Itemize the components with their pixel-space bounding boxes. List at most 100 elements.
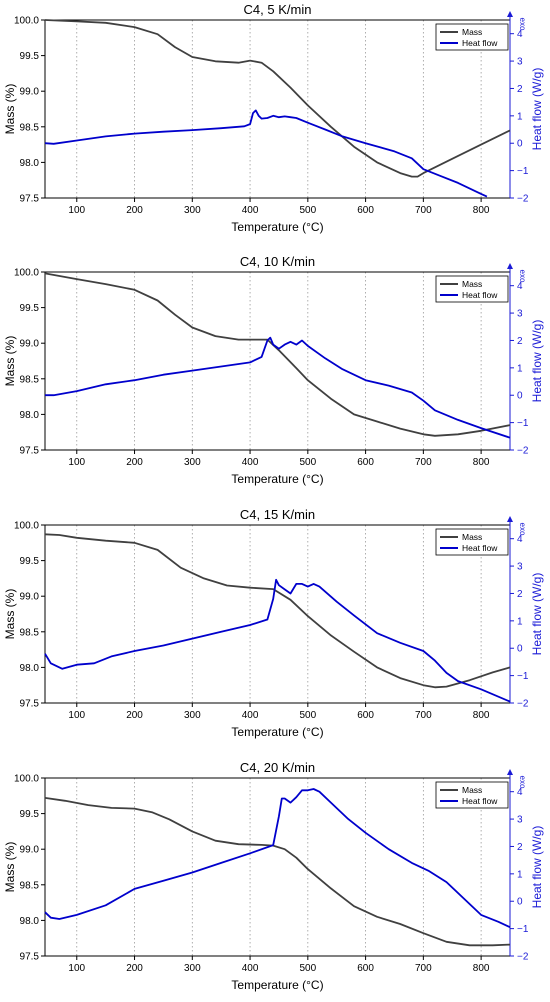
exo-label: exo [518, 270, 527, 283]
x-tick-label: 300 [184, 457, 201, 468]
x-tick-label: 600 [357, 205, 374, 216]
y-tick-label: 98.0 [20, 410, 40, 421]
exo-label: exo [518, 776, 527, 789]
exo-arrow-icon [507, 11, 513, 17]
x-axis-label: Temperature (°C) [231, 472, 323, 486]
chart-title: C4, 5 K/min [244, 2, 312, 17]
y-tick-label: 99.0 [20, 87, 40, 98]
heat-flow-line [44, 578, 511, 703]
y-tick-label: 99.0 [20, 592, 40, 603]
x-axis-label: Temperature (°C) [231, 220, 323, 234]
y-tick-label: 99.0 [20, 339, 40, 350]
y-tick-label: 99.5 [20, 556, 40, 567]
y-tick-label: 97.5 [20, 194, 40, 205]
x-tick-label: 300 [184, 710, 201, 721]
x-axis-label: Temperature (°C) [231, 725, 323, 739]
x-tick-label: 200 [126, 710, 143, 721]
y2-tick-label: 4 [517, 281, 523, 292]
y2-axis-label: Heat flow (W/g) [530, 320, 544, 403]
y-tick-label: 99.5 [20, 809, 40, 820]
legend-box [435, 23, 509, 51]
exo-label: exo [518, 18, 527, 31]
exo-arrow-icon [507, 769, 513, 775]
y2-tick-label: −1 [517, 924, 529, 935]
mass-line [44, 797, 511, 947]
mass-line [44, 533, 511, 689]
y-tick-label: 97.5 [20, 446, 40, 457]
x-tick-label: 800 [473, 205, 490, 216]
legend-label: Mass [462, 279, 482, 289]
y2-tick-label: −1 [517, 166, 529, 177]
y2-tick-label: −2 [517, 952, 529, 963]
y-axis-label: Mass (%) [3, 842, 17, 893]
y-tick-label: 100.0 [14, 268, 39, 279]
x-tick-label: 600 [357, 963, 374, 974]
y2-tick-label: 1 [517, 869, 523, 880]
x-tick-label: 400 [242, 710, 259, 721]
y2-tick-label: 4 [517, 29, 523, 40]
y-tick-label: 99.5 [20, 51, 40, 62]
legend-label: Mass [462, 532, 482, 542]
y2-axis-label: Heat flow (W/g) [530, 573, 544, 656]
legend-label: Heat flow [462, 543, 498, 553]
y-tick-label: 100.0 [14, 16, 39, 27]
x-tick-label: 500 [299, 205, 316, 216]
y-tick-label: 100.0 [14, 774, 39, 785]
y2-tick-label: 0 [517, 644, 523, 655]
x-tick-label: 800 [473, 963, 490, 974]
mass-line [44, 19, 511, 178]
x-tick-label: 800 [473, 710, 490, 721]
y2-tick-label: 1 [517, 616, 523, 627]
legend-box [435, 275, 509, 303]
y2-tick-label: −1 [517, 418, 529, 429]
y-tick-label: 99.0 [20, 845, 40, 856]
legend-label: Mass [462, 785, 482, 795]
y2-tick-label: 3 [517, 562, 523, 573]
heat-flow-line [44, 788, 511, 929]
y2-tick-label: −2 [517, 699, 529, 710]
y-tick-label: 98.0 [20, 916, 40, 927]
x-tick-label: 100 [68, 457, 85, 468]
y-axis-label: Mass (%) [3, 589, 17, 640]
y-tick-label: 98.0 [20, 158, 40, 169]
x-tick-label: 100 [68, 205, 85, 216]
x-tick-label: 500 [299, 710, 316, 721]
y2-tick-label: −2 [517, 194, 529, 205]
x-tick-label: 200 [126, 963, 143, 974]
chart-panel-2: C4, 10 K/min 100 200 300 400 500 600 700 800 97.5… [3, 254, 544, 486]
y2-tick-label: 2 [517, 84, 523, 95]
y2-tick-label: 3 [517, 309, 523, 320]
heat-flow-line [44, 109, 488, 198]
x-tick-label: 700 [415, 963, 432, 974]
legend-label: Mass [462, 27, 482, 37]
chart-title: C4, 20 K/min [240, 760, 315, 775]
x-tick-label: 300 [184, 963, 201, 974]
y-tick-label: 98.5 [20, 374, 40, 385]
y-tick-label: 98.5 [20, 122, 40, 133]
y2-tick-label: 0 [517, 897, 523, 908]
x-tick-label: 600 [357, 457, 374, 468]
y2-tick-label: 2 [517, 336, 523, 347]
y2-tick-label: 3 [517, 57, 523, 68]
mass-line [44, 272, 511, 437]
y-tick-label: 97.5 [20, 699, 40, 710]
y-tick-label: 98.5 [20, 880, 40, 891]
y2-tick-label: −2 [517, 446, 529, 457]
legend-box [435, 528, 509, 556]
y2-tick-label: 4 [517, 787, 523, 798]
exo-arrow-icon [507, 263, 513, 269]
x-tick-label: 800 [473, 457, 490, 468]
y-tick-label: 97.5 [20, 952, 40, 963]
legend-label: Heat flow [462, 290, 498, 300]
y-tick-label: 98.0 [20, 663, 40, 674]
chart-title: C4, 10 K/min [240, 254, 315, 269]
x-tick-label: 200 [126, 457, 143, 468]
y2-tick-label: 1 [517, 111, 523, 122]
x-axis-label: Temperature (°C) [231, 978, 323, 992]
y-axis-label: Mass (%) [3, 336, 17, 387]
chart-panel-3: C4, 15 K/min 100 200 300 400 500 600 700 800 97.5… [3, 507, 544, 739]
exo-arrow-icon [507, 516, 513, 522]
y2-axis-label: Heat flow (W/g) [530, 68, 544, 151]
x-tick-label: 600 [357, 710, 374, 721]
